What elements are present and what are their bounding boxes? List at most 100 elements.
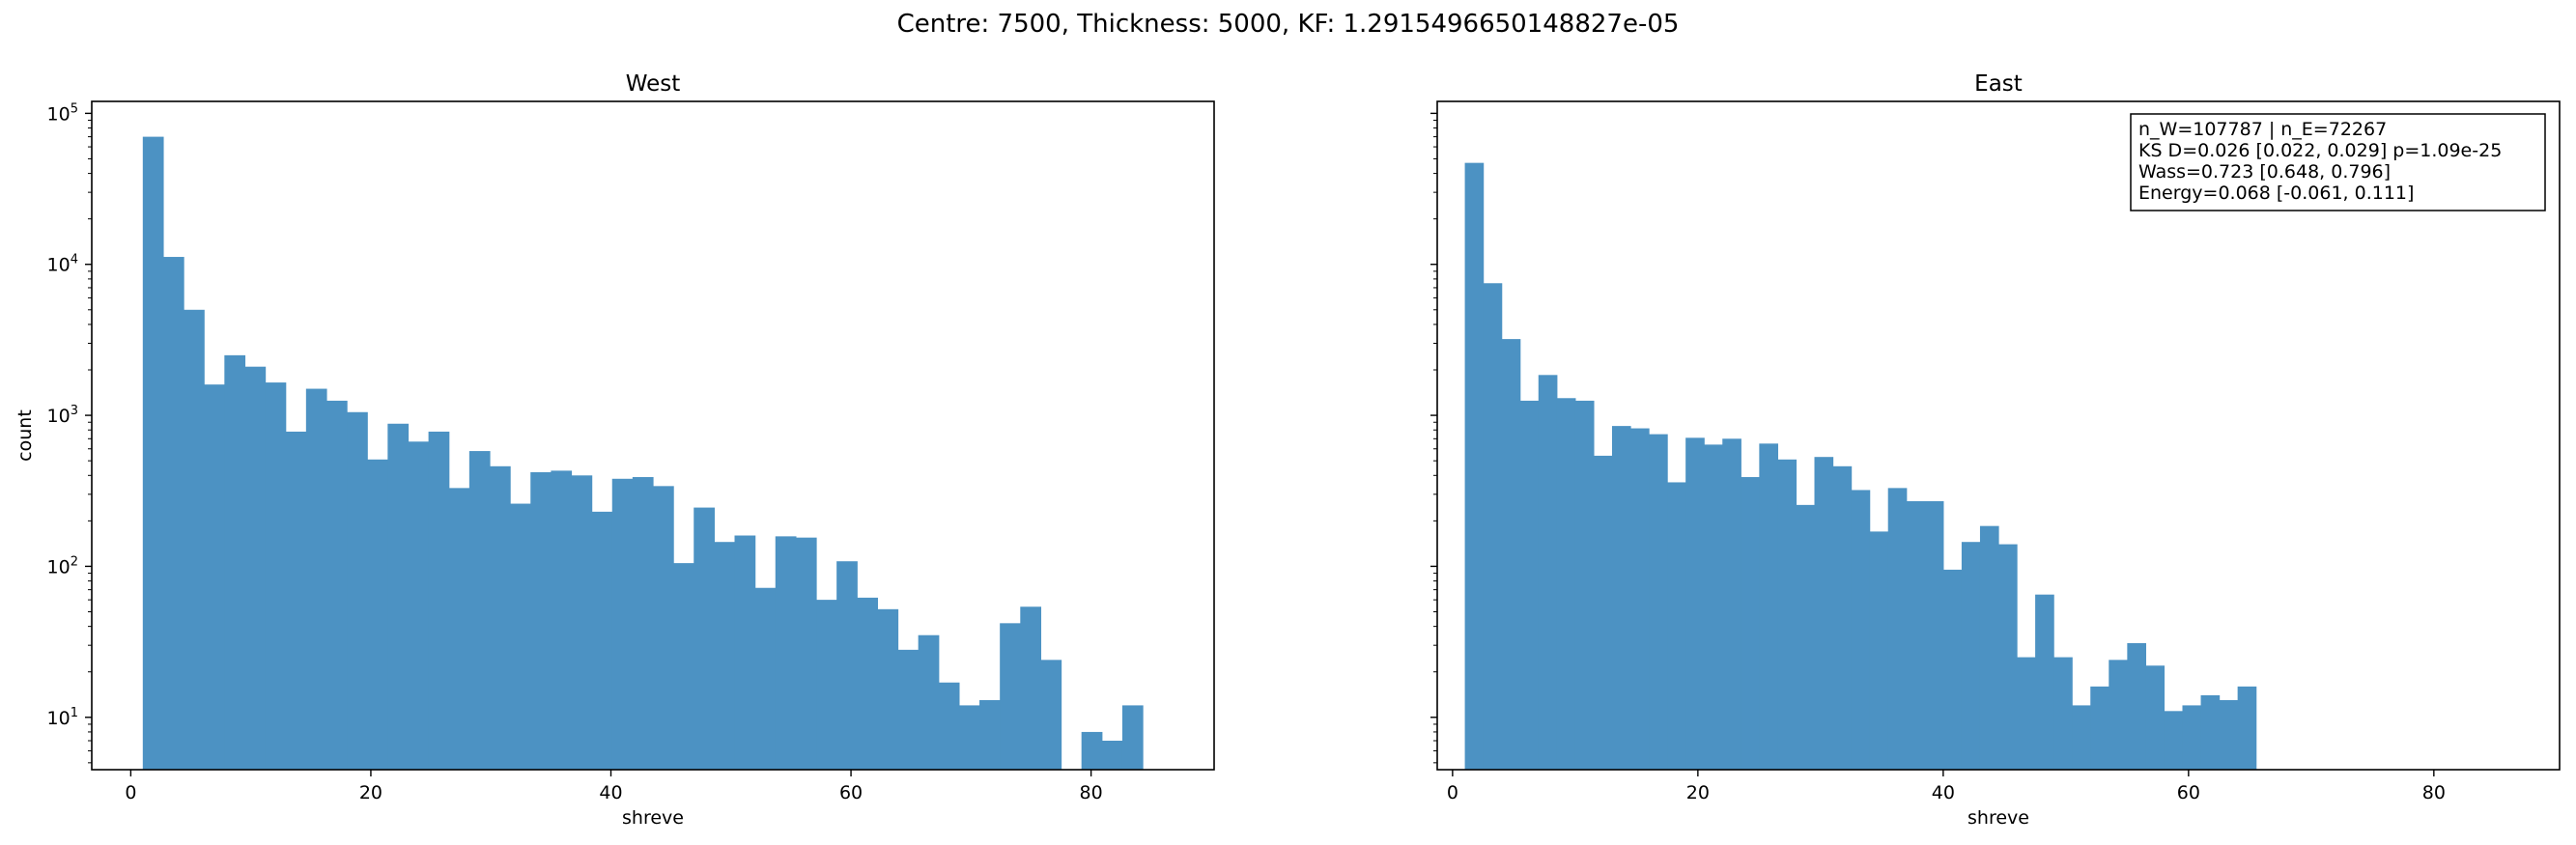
west-bar	[979, 699, 1001, 770]
west-bar	[795, 537, 817, 770]
west-bar	[1081, 731, 1103, 770]
west-bar	[938, 682, 960, 770]
west-bar	[1000, 623, 1021, 770]
west-bar	[632, 477, 654, 770]
west-bar	[836, 561, 858, 770]
east-bar	[1501, 339, 1521, 770]
east-bar	[1942, 569, 1963, 770]
west-bar	[1121, 705, 1144, 770]
east-bar	[1464, 162, 1485, 770]
west-bar	[734, 535, 756, 770]
east-xtick-label: 0	[1447, 782, 1458, 803]
east-bar	[1924, 500, 1944, 770]
west-bar	[714, 542, 736, 770]
west-bar	[816, 600, 837, 770]
west-bar	[387, 423, 410, 770]
east-bar	[2053, 657, 2073, 770]
west-bar	[510, 503, 531, 770]
west-bar	[285, 431, 307, 770]
east-bar	[2164, 711, 2184, 770]
west-axes-frame	[91, 100, 1215, 771]
east-bar	[1556, 398, 1576, 770]
east-stats-line: Energy=0.068 [-0.061, 0.111]	[2138, 183, 2414, 204]
west-bar	[1020, 606, 1042, 770]
east-bar	[1906, 500, 1926, 770]
east-xlabel: shreve	[1967, 807, 2029, 829]
west-bar	[897, 649, 920, 770]
west-xtick-label: 20	[359, 782, 382, 803]
west-bar	[591, 511, 613, 770]
east-title: East	[1974, 71, 2023, 97]
west-bar	[244, 366, 267, 770]
east-bar	[1685, 437, 1705, 770]
east-bar	[1519, 400, 1540, 770]
west-bar	[551, 470, 573, 770]
west-bar	[326, 400, 348, 770]
east-stats-line: KS D=0.026 [0.022, 0.029] p=1.09e-25	[2138, 140, 2502, 161]
west-xlabel: shreve	[622, 807, 684, 829]
east-bar	[2072, 705, 2091, 770]
east-bar	[1777, 459, 1798, 770]
east-bar	[1814, 457, 1834, 770]
west-bar	[775, 536, 797, 770]
west-bar	[673, 563, 694, 770]
west-ylabel: count	[14, 409, 36, 462]
east-bar	[1887, 488, 1908, 770]
west-bar	[530, 471, 552, 770]
east-bar	[1832, 465, 1853, 770]
west-ytick-label: 101	[47, 706, 78, 729]
west-bar	[448, 488, 470, 770]
west-bar	[877, 608, 899, 770]
west-xtick-label: 60	[839, 782, 863, 803]
east-bar	[1869, 531, 1889, 770]
east-bar	[1796, 504, 1816, 770]
east-bar	[1649, 434, 1668, 770]
west-bar	[571, 475, 593, 770]
west-bar	[918, 634, 940, 770]
east-bar	[1704, 444, 1723, 770]
east-xtick-label: 80	[2422, 782, 2446, 803]
east-bar	[1961, 542, 1981, 770]
figure-title: Centre: 7500, Thickness: 5000, KF: 1.291…	[896, 10, 1680, 39]
east-stats-box	[2130, 113, 2546, 211]
east-bar	[1630, 428, 1650, 770]
east-bar	[2219, 699, 2239, 770]
west-bar	[428, 431, 450, 770]
west-bar	[489, 465, 511, 770]
east-bar	[1741, 477, 1760, 770]
east-bar	[1574, 400, 1595, 770]
east-axes-frame	[1436, 100, 2561, 771]
east-bar	[1722, 438, 1741, 770]
west-ytick-label: 105	[47, 101, 78, 125]
west-bar	[611, 478, 634, 770]
west-bar	[142, 136, 164, 771]
west-bar	[305, 388, 327, 770]
west-ytick-label: 104	[47, 253, 78, 276]
west-ytick-label: 102	[47, 554, 78, 577]
west-bar	[265, 382, 287, 770]
west-bar	[367, 459, 388, 770]
west-title: West	[626, 71, 681, 97]
west-bar	[1040, 660, 1062, 770]
east-bar	[2127, 642, 2146, 770]
west-xtick-label: 80	[1080, 782, 1103, 803]
east-bar	[1667, 482, 1686, 770]
east-bar	[1593, 455, 1613, 770]
west-bar	[224, 354, 246, 770]
west-bar	[857, 597, 878, 770]
east-bar	[1538, 375, 1558, 770]
west-xtick-label: 40	[599, 782, 622, 803]
west-bar	[754, 587, 777, 770]
east-bar	[2090, 686, 2109, 770]
east-xtick-label: 60	[2177, 782, 2200, 803]
west-bar	[408, 441, 430, 770]
west-bar	[653, 486, 674, 770]
west-bar	[162, 257, 184, 771]
east-bar	[2017, 657, 2036, 770]
east-xtick-label: 40	[1932, 782, 1955, 803]
west-bar	[468, 451, 491, 770]
west-bar	[347, 411, 368, 770]
east-bar	[2182, 705, 2202, 770]
east-bar	[1851, 490, 1871, 770]
